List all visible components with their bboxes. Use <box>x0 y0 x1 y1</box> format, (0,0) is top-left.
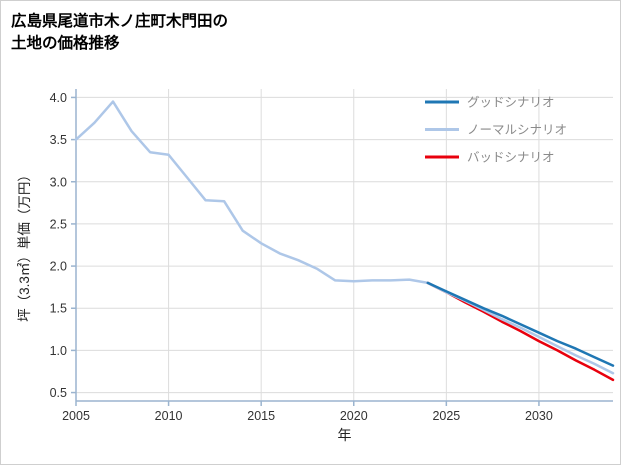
y-tick-label: 1.0 <box>50 344 67 358</box>
x-tick-label: 2025 <box>432 409 460 423</box>
y-tick-label: 4.0 <box>50 91 67 105</box>
legend-label: グッドシナリオ <box>467 96 555 110</box>
x-tick-label: 2015 <box>247 409 275 423</box>
y-tick-label: 3.5 <box>50 133 67 147</box>
x-axis-label: 年 <box>338 427 352 443</box>
x-tick-label: 2020 <box>340 409 368 423</box>
series-line-history <box>74 100 430 285</box>
x-tick-label: 2005 <box>62 409 90 423</box>
y-tick-label: 2.5 <box>50 217 67 231</box>
legend-label: バッドシナリオ <box>467 151 555 165</box>
y-tick-label: 2.0 <box>50 260 67 274</box>
x-tick-label: 2010 <box>155 409 183 423</box>
y-tick-label: 1.5 <box>50 302 67 316</box>
x-tick-label: 2030 <box>525 409 553 423</box>
series-line-scenario <box>426 281 615 367</box>
chart-title: 広島県尾道市木ノ庄町木門田の 土地の価格推移 <box>11 11 228 55</box>
y-tick-label: 0.5 <box>50 386 67 400</box>
chart-title-line-2: 土地の価格推移 <box>11 35 120 52</box>
chart-title-line-1: 広島県尾道市木ノ庄町木門田の <box>11 13 229 30</box>
y-axis-label: 坪（3.3㎡）単価（万円） <box>17 168 32 322</box>
legend-label: ノーマルシナリオ <box>467 123 567 137</box>
y-tick-label: 3.0 <box>50 175 67 189</box>
